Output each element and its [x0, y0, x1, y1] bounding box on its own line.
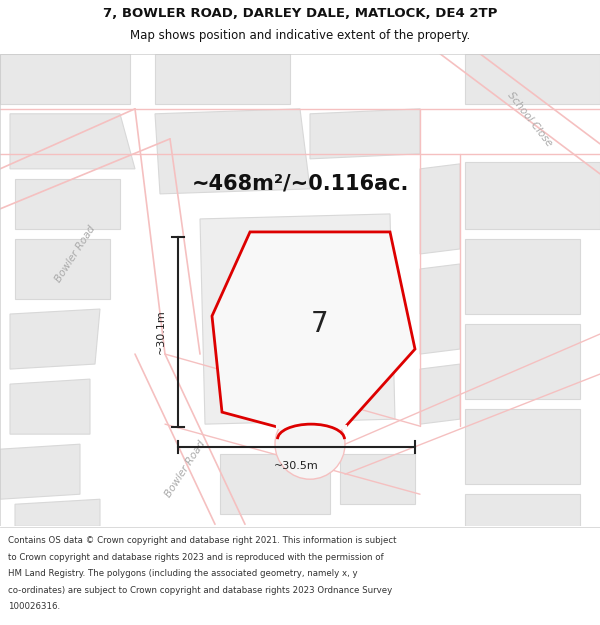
Polygon shape	[465, 409, 580, 484]
Text: ~30.5m: ~30.5m	[274, 461, 319, 471]
Polygon shape	[420, 364, 460, 424]
Polygon shape	[220, 454, 330, 514]
Polygon shape	[15, 499, 100, 526]
Polygon shape	[155, 109, 310, 194]
Text: School Close: School Close	[506, 89, 554, 148]
Polygon shape	[0, 54, 130, 104]
Polygon shape	[465, 54, 600, 104]
Text: Bowler Road: Bowler Road	[163, 439, 207, 499]
Polygon shape	[200, 214, 395, 424]
Text: Map shows position and indicative extent of the property.: Map shows position and indicative extent…	[130, 29, 470, 42]
Circle shape	[275, 409, 345, 479]
Polygon shape	[10, 114, 135, 169]
Polygon shape	[310, 109, 420, 159]
Polygon shape	[10, 379, 90, 434]
Polygon shape	[0, 444, 80, 499]
Polygon shape	[465, 239, 580, 314]
Text: HM Land Registry. The polygons (including the associated geometry, namely x, y: HM Land Registry. The polygons (includin…	[8, 569, 358, 578]
Text: ~468m²/~0.116ac.: ~468m²/~0.116ac.	[191, 174, 409, 194]
Polygon shape	[465, 324, 580, 399]
Text: Bowler Road: Bowler Road	[53, 224, 97, 284]
Text: 7, BOWLER ROAD, DARLEY DALE, MATLOCK, DE4 2TP: 7, BOWLER ROAD, DARLEY DALE, MATLOCK, DE…	[103, 8, 497, 21]
Polygon shape	[15, 239, 110, 299]
Polygon shape	[155, 54, 290, 104]
Polygon shape	[465, 494, 580, 526]
Polygon shape	[15, 179, 120, 229]
Polygon shape	[420, 264, 460, 354]
Text: ~30.1m: ~30.1m	[156, 309, 166, 354]
Polygon shape	[212, 232, 415, 427]
Polygon shape	[340, 454, 415, 504]
Text: to Crown copyright and database rights 2023 and is reproduced with the permissio: to Crown copyright and database rights 2…	[8, 552, 383, 562]
Polygon shape	[10, 309, 100, 369]
Text: co-ordinates) are subject to Crown copyright and database rights 2023 Ordnance S: co-ordinates) are subject to Crown copyr…	[8, 586, 392, 595]
Text: Contains OS data © Crown copyright and database right 2021. This information is : Contains OS data © Crown copyright and d…	[8, 536, 397, 545]
Text: 100026316.: 100026316.	[8, 602, 60, 611]
Polygon shape	[465, 162, 600, 229]
Polygon shape	[420, 164, 460, 254]
Text: 7: 7	[311, 310, 329, 338]
